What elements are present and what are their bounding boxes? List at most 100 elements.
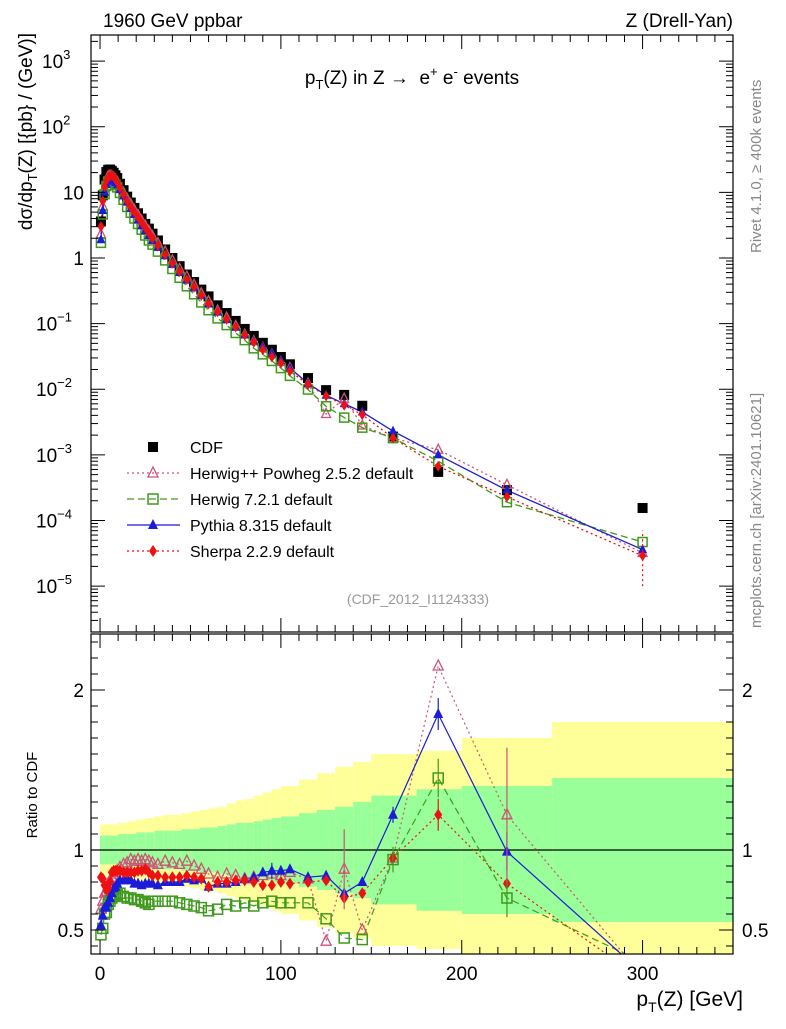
ratio-y-tick-label: 0.5 xyxy=(742,921,768,942)
ratio-point xyxy=(143,898,155,911)
ratio-point xyxy=(222,876,231,888)
ratio-point xyxy=(304,876,313,888)
ratio-point xyxy=(146,855,159,868)
data-point xyxy=(357,400,368,411)
ratio-ylabel: Ratio to CDF xyxy=(24,752,41,839)
ratio-point xyxy=(231,874,240,887)
data-point xyxy=(286,365,294,377)
ratio-point xyxy=(229,900,242,912)
data-point xyxy=(388,425,398,435)
ratio-point xyxy=(128,853,141,866)
header-right: Z (Drell-Yan) xyxy=(626,11,733,32)
data-point xyxy=(168,257,176,269)
y-tick-label: 10−1 xyxy=(36,310,72,336)
ratio-point xyxy=(152,895,164,907)
data-point xyxy=(176,266,184,278)
main-frame xyxy=(90,34,734,633)
legend-label: Herwig++ Powheg 2.5.2 default xyxy=(190,466,414,483)
data-point xyxy=(433,449,443,459)
ratio-y-tick-label: 0.5 xyxy=(58,921,84,942)
ratio-point xyxy=(240,874,249,887)
ratio-y-tick-label: 2 xyxy=(742,681,753,702)
data-point xyxy=(99,195,107,207)
side-rivet: Rivet 4.1.0, ≥ 400k events xyxy=(748,80,765,253)
data-point xyxy=(223,313,231,325)
ratio-point xyxy=(275,897,287,909)
ratio-point xyxy=(322,874,331,887)
ratio-point xyxy=(132,893,144,906)
series-3 xyxy=(96,174,648,554)
data-point xyxy=(148,233,156,245)
data-point xyxy=(320,407,332,419)
ratio-point xyxy=(202,866,215,879)
data-point xyxy=(502,484,512,494)
legend-marker xyxy=(148,442,158,452)
data-point xyxy=(322,390,330,402)
ratio-point xyxy=(168,871,177,884)
ratio-point xyxy=(152,879,163,890)
ratio-point xyxy=(249,876,258,888)
ratio-point xyxy=(432,658,445,671)
data-point xyxy=(241,329,249,341)
ratio-point xyxy=(258,879,267,892)
ratio-point xyxy=(148,869,157,882)
ratio-series-3 xyxy=(96,808,511,904)
ratio-point xyxy=(320,913,332,925)
legend-marker xyxy=(147,493,159,505)
data-point xyxy=(141,222,149,234)
ratio-line-0 xyxy=(100,664,625,954)
ratio-point xyxy=(202,905,215,917)
ratio-point xyxy=(248,900,260,912)
ratio-point xyxy=(358,887,367,900)
ratio-point xyxy=(188,900,200,912)
ratio-point xyxy=(135,895,148,907)
y-tick-label: 10−5 xyxy=(36,572,72,598)
legend-marker xyxy=(149,545,157,557)
y-tick-label: 102 xyxy=(42,113,70,139)
legend-marker xyxy=(148,519,158,529)
data-point xyxy=(250,336,258,348)
data-point xyxy=(503,491,511,503)
side-mcplots: mcplots.cern.ch [arXiv:2401.10621] xyxy=(748,393,765,628)
data-point xyxy=(145,227,153,239)
y-tick-label: 10−4 xyxy=(36,507,72,533)
ratio-point xyxy=(284,897,296,909)
ratio-point xyxy=(188,858,201,871)
data-point xyxy=(320,401,332,412)
data-point xyxy=(120,188,128,200)
data-point xyxy=(277,357,285,369)
ratio-panel: 0.5 0.5 1 1 2 2 0 100 200 300 Ratio to CDF pT(Z) … xyxy=(24,633,768,1015)
series-1 xyxy=(95,168,649,558)
data-point xyxy=(268,351,276,363)
series-4 xyxy=(97,169,647,562)
ratio-point xyxy=(276,876,285,888)
data-point xyxy=(154,240,162,252)
ratio-point xyxy=(125,892,137,904)
ratio-point xyxy=(195,901,208,914)
ratio-point xyxy=(338,932,350,944)
x-tick-label: 200 xyxy=(446,964,478,985)
analysis-label: (CDF_2012_I1124333) xyxy=(347,591,489,607)
ratio-point xyxy=(220,898,233,911)
ratio-point xyxy=(284,863,295,874)
data-point xyxy=(197,289,205,301)
legend-label: CDF xyxy=(190,440,223,457)
series-line-4 xyxy=(100,174,643,557)
ratio-point xyxy=(213,876,222,888)
main-title: pT(Z) in Z → e+ e- events xyxy=(305,64,519,92)
y-tick-label: 10 xyxy=(63,183,84,204)
data-point xyxy=(356,418,368,430)
ratio-point xyxy=(320,933,333,946)
series-line-1 xyxy=(100,174,643,554)
y-tick-label: 103 xyxy=(42,47,70,73)
data-point xyxy=(161,249,169,261)
data-point xyxy=(339,389,350,400)
ratio-point xyxy=(357,876,368,886)
data-point xyxy=(214,306,222,318)
legend-marker xyxy=(146,465,160,478)
ratio-y-tick-label: 1 xyxy=(742,841,753,862)
ratio-point xyxy=(159,895,171,907)
legend-label: Pythia 8.315 default xyxy=(190,518,332,535)
x-tick-label: 0 xyxy=(95,964,106,985)
